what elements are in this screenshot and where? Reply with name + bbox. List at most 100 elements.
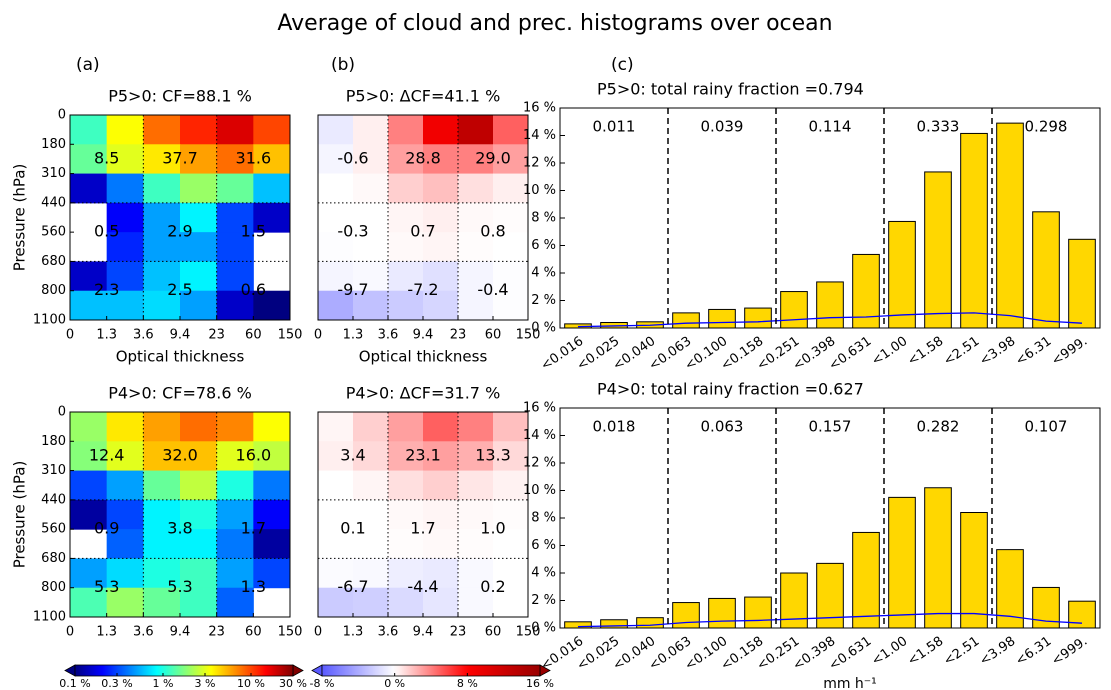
y-tick-label: 680 <box>41 254 66 269</box>
heatmap-cell <box>423 412 459 442</box>
heatmap-cell <box>318 412 354 442</box>
heatmap-cell <box>70 290 108 321</box>
block-value: 1.7 <box>241 519 266 538</box>
bar <box>708 308 736 329</box>
colorbar-extend <box>292 664 304 677</box>
chart-title: P4>0: total rainy fraction =0.627 <box>597 380 864 399</box>
y-axis-label: Pressure (hPa) <box>11 461 29 569</box>
bar <box>744 307 772 329</box>
block-value: 8.5 <box>94 148 119 167</box>
heatmap-cell <box>353 261 389 292</box>
heatmap-cell <box>216 232 254 262</box>
heatmap-cell <box>458 173 494 204</box>
heatmap-cell <box>143 558 181 589</box>
block-value: 0.6 <box>241 280 266 299</box>
heatmap-cell <box>493 587 529 618</box>
heatmap-cell <box>253 290 291 321</box>
heatmap-cell <box>253 115 291 145</box>
y-tick-label: 800 <box>41 283 66 298</box>
heatmap-cell <box>253 173 291 204</box>
x-tick-label: <1.00 <box>869 634 910 669</box>
heatmap-cell <box>216 202 254 233</box>
heatmap-cell <box>180 173 218 204</box>
y-tick-label: 310 <box>41 463 66 478</box>
x-tick-label: 23 <box>450 328 467 343</box>
heatmap-cell <box>423 144 459 175</box>
x-tick-label: <999. <box>1049 634 1090 669</box>
chart-title: P4>0: ΔCF=31.7 % <box>346 384 501 403</box>
y-tick-label: 2 % <box>531 293 556 308</box>
y-tick-label: 14 % <box>523 428 556 443</box>
bar <box>852 531 880 629</box>
heatmap-cell <box>70 499 108 530</box>
heatmap-cell <box>458 441 494 472</box>
bar <box>996 122 1024 329</box>
heatmap-cell <box>143 470 181 501</box>
block-value: 2.5 <box>167 280 192 299</box>
heatmap-cell <box>388 587 424 618</box>
x-tick-label: <2.51 <box>941 334 982 369</box>
colorbar <box>74 664 294 677</box>
x-tick-label: 3.6 <box>133 625 154 640</box>
heatmap-cell <box>253 558 291 589</box>
colorbar-tick-label: 0 % <box>384 677 405 690</box>
heatmap-cell <box>106 412 144 442</box>
colorbar-tick-label: 0.1 % <box>59 677 90 690</box>
colorbar-tick-label: 1 % <box>153 677 174 690</box>
block-value: 12.4 <box>89 445 125 464</box>
y-tick-label: 560 <box>41 522 66 537</box>
block-value: 1.0 <box>480 519 505 538</box>
heatmap-cell <box>388 412 424 442</box>
block-value: 0.9 <box>94 519 119 538</box>
x-tick-label: 150 <box>516 328 541 343</box>
group-fraction: 0.107 <box>1025 418 1068 436</box>
block-value: -4.4 <box>407 577 438 596</box>
heatmap-cell <box>388 115 424 145</box>
bar <box>852 253 880 329</box>
chart-title: P5>0: CF=88.1 % <box>108 87 252 106</box>
x-tick-label: <1.58 <box>905 334 946 369</box>
block-value: 0.1 <box>340 519 365 538</box>
x-tick-label: 9.4 <box>413 328 434 343</box>
heatmap-cell <box>106 499 144 530</box>
y-tick-label: 0 <box>58 108 66 123</box>
heatmap-cell <box>318 144 354 175</box>
heatmap-cell <box>318 587 354 618</box>
block-value: -9.7 <box>337 280 368 299</box>
colorbar-tick-label: 8 % <box>457 677 478 690</box>
bar <box>924 487 952 629</box>
heatmap-cell <box>493 529 529 559</box>
block-value: 0.8 <box>480 222 505 241</box>
y-tick-label: 14 % <box>523 128 556 143</box>
heatmap-cell <box>143 173 181 204</box>
y-tick-label: 16 % <box>523 101 556 116</box>
block-value: 3.4 <box>340 445 365 464</box>
bar <box>744 596 772 629</box>
block-value: 0.7 <box>410 222 435 241</box>
block-value: 28.8 <box>405 148 441 167</box>
heatmap-cell <box>458 470 494 501</box>
block-value: 3.8 <box>167 519 192 538</box>
heatmap-cell <box>180 202 218 233</box>
heatmap-cell <box>318 558 354 589</box>
block-value: 29.0 <box>475 148 511 167</box>
heatmap-cell <box>388 261 424 292</box>
colorbar <box>321 664 541 677</box>
heatmap-cell <box>180 558 218 589</box>
y-tick-label: 8 % <box>531 211 556 226</box>
x-tick-label: 3.6 <box>133 328 154 343</box>
group-fraction: 0.114 <box>809 118 852 136</box>
heatmap-cell <box>318 290 354 321</box>
x-tick-label: 60 <box>485 328 502 343</box>
heatmap-cell <box>106 202 144 233</box>
group-fraction: 0.011 <box>593 118 636 136</box>
group-fraction: 0.063 <box>701 418 744 436</box>
heatmap-cell <box>423 529 459 559</box>
heatmap-cell <box>353 412 389 442</box>
y-tick-label: 560 <box>41 225 66 240</box>
block-value: 0.5 <box>94 222 119 241</box>
y-tick-label: 4 % <box>531 566 556 581</box>
x-tick-label: 0 <box>66 625 74 640</box>
heatmap-cell <box>493 441 529 472</box>
